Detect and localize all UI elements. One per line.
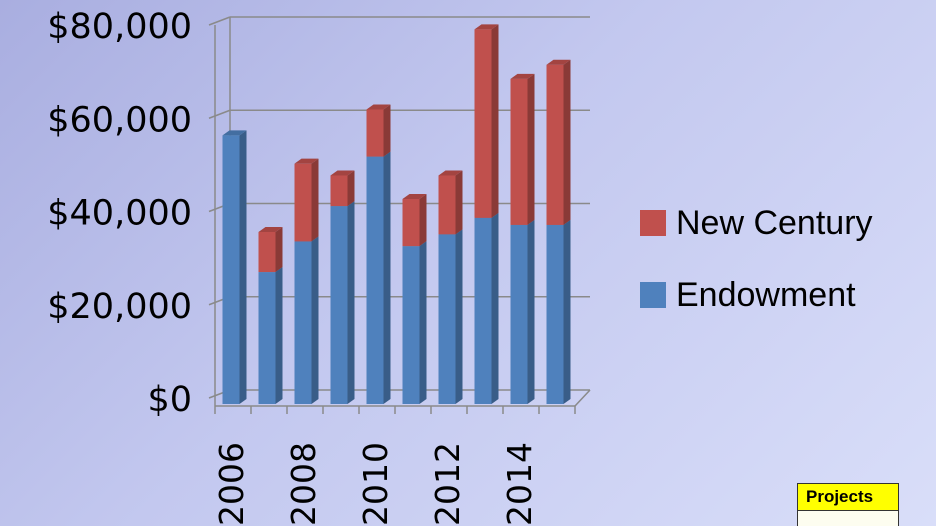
bar-endowment-side — [347, 201, 355, 404]
bar-endowment-front — [438, 234, 456, 404]
bar-endowment-front — [258, 272, 276, 404]
bar-endowment-side — [491, 212, 499, 404]
bar-endowment-front — [294, 241, 312, 404]
bar-new-century-top — [402, 194, 427, 200]
bar-new-century-top — [366, 104, 391, 110]
bar-new-century-side — [491, 24, 499, 218]
y-tick-label: $40,000 — [47, 194, 192, 234]
projects-table-row — [797, 511, 899, 526]
bar-new-century-front — [546, 64, 564, 225]
legend-swatch-new-century — [640, 210, 666, 236]
x-tick-label: 2010 — [356, 442, 395, 526]
bar-endowment-front — [546, 224, 564, 404]
bar-new-century-top — [294, 158, 319, 164]
y-tick-label: $20,000 — [47, 287, 192, 327]
bar-endowment-side — [563, 219, 571, 404]
bar-endowment-side — [455, 229, 463, 404]
bar-endowment-front — [474, 217, 492, 404]
bar-endowment-front — [222, 135, 240, 404]
bar-new-century-side — [527, 73, 535, 225]
bar-new-century-side — [563, 59, 571, 225]
legend-swatch-endowment — [640, 282, 666, 308]
bar-new-century-side — [347, 170, 355, 207]
bar-new-century-front — [330, 175, 348, 207]
y-tick-label: $0 — [147, 380, 192, 420]
bar-new-century-front — [510, 78, 528, 225]
y-tick-label: $80,000 — [47, 7, 192, 47]
bar-new-century-side — [383, 104, 391, 157]
bar-new-century-side — [311, 158, 319, 242]
y-axis-tick-labels: $0 $20,000 $40,000 $60,000 $80,000 — [47, 7, 192, 420]
y-tick-label: $60,000 — [47, 100, 192, 140]
bar-new-century-side — [419, 194, 427, 247]
x-axis-tick-labels: 2006 2008 2010 2012 2014 — [212, 442, 539, 526]
projects-badge: Projects — [797, 483, 899, 511]
gridline-side — [208, 16, 231, 26]
bar-new-century-side — [455, 170, 463, 235]
bar-endowment-front — [510, 224, 528, 404]
floor-right-edge — [574, 389, 591, 407]
legend: New Century Endowment — [640, 202, 873, 346]
x-tick-label: 2008 — [284, 442, 323, 526]
bar-endowment-side — [275, 267, 283, 404]
bar-new-century-top — [330, 170, 355, 176]
bar-endowment-side — [419, 241, 427, 404]
x-tick-label: 2006 — [212, 442, 251, 526]
bar-new-century-top — [438, 170, 463, 176]
bar-endowment-front — [402, 246, 420, 404]
bar-endowment-side — [527, 219, 535, 404]
bar-endowment-front — [366, 156, 384, 404]
bar-endowment-top — [222, 130, 247, 136]
gridline-side — [208, 109, 231, 119]
bar-new-century-top — [510, 73, 535, 79]
bar-endowment-side — [383, 151, 391, 404]
bar-new-century-side — [275, 226, 283, 273]
legend-item-new-century: New Century — [640, 202, 873, 244]
legend-label-new-century: New Century — [676, 203, 873, 242]
x-tick-label: 2012 — [428, 442, 467, 526]
bar-new-century-top — [474, 24, 499, 30]
bar-new-century-front — [294, 163, 312, 242]
bar-new-century-front — [474, 29, 492, 218]
bar-new-century-front — [258, 231, 276, 273]
legend-label-endowment: Endowment — [676, 275, 856, 314]
bar-endowment-side — [239, 130, 247, 404]
bar-layer — [222, 24, 571, 404]
x-tick-label: 2014 — [500, 442, 539, 526]
bar-new-century-front — [402, 199, 420, 247]
bar-endowment-front — [330, 206, 348, 404]
bar-new-century-top — [546, 59, 571, 65]
bar-new-century-front — [366, 109, 384, 157]
bar-endowment-side — [311, 236, 319, 404]
bar-new-century-top — [258, 226, 283, 232]
bar-new-century-front — [438, 175, 456, 235]
legend-item-endowment: Endowment — [640, 274, 873, 316]
